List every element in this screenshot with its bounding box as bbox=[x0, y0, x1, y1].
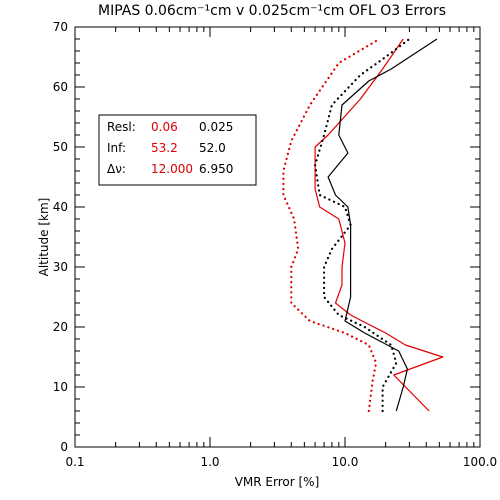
y-tick-label: 40 bbox=[53, 200, 68, 214]
legend-row-label: Δν: bbox=[107, 162, 126, 176]
series-red-dotted-line bbox=[282, 37, 381, 413]
legend-black-value: 52.0 bbox=[199, 141, 226, 155]
legend-black-value: 6.950 bbox=[199, 162, 233, 176]
y-axis-label: Altitude [km] bbox=[37, 198, 51, 277]
plot-frame bbox=[74, 26, 481, 448]
y-tick-label: 10 bbox=[53, 380, 68, 394]
x-tick-label: 100.0 bbox=[463, 455, 497, 469]
y-tick-label: 30 bbox=[53, 260, 68, 274]
y-tick-label: 20 bbox=[53, 320, 68, 334]
series-black-solid-line bbox=[327, 38, 438, 412]
x-tick-label: 1.0 bbox=[200, 455, 219, 469]
y-tick-label: 70 bbox=[53, 20, 68, 34]
y-tick-label: 50 bbox=[53, 140, 68, 154]
y-tick-label: 60 bbox=[53, 80, 68, 94]
legend-row-label: Resl: bbox=[107, 120, 136, 134]
legend-red-value: 53.2 bbox=[151, 141, 178, 155]
legend-red-value: 0.06 bbox=[151, 120, 178, 134]
series-black-dotted-line bbox=[314, 37, 411, 413]
series-layer bbox=[282, 37, 444, 413]
x-tick-label: 10.0 bbox=[332, 455, 359, 469]
x-axis-label: VMR Error [%] bbox=[235, 475, 320, 489]
legend-red-value: 12.000 bbox=[151, 162, 193, 176]
chart-title: MIPAS 0.06cm⁻¹cm v 0.025cm⁻¹cm OFL O3 Er… bbox=[98, 3, 446, 19]
x-axis: 0.1 1.0 10.0 100.0 bbox=[65, 27, 497, 469]
legend-row-label: Inf: bbox=[107, 141, 126, 155]
legend: Resl: 0.06 0.025 Inf: 53.2 52.0 Δν: 12.000 6.950 bbox=[98, 114, 257, 186]
series-red-solid-line bbox=[314, 38, 444, 412]
x-tick-label: 0.1 bbox=[65, 455, 84, 469]
y-axis: 0 10 20 30 40 50 60 70 bbox=[53, 20, 480, 454]
y-tick-label: 0 bbox=[60, 440, 68, 454]
legend-box bbox=[98, 114, 257, 186]
legend-black-value: 0.025 bbox=[199, 120, 233, 134]
